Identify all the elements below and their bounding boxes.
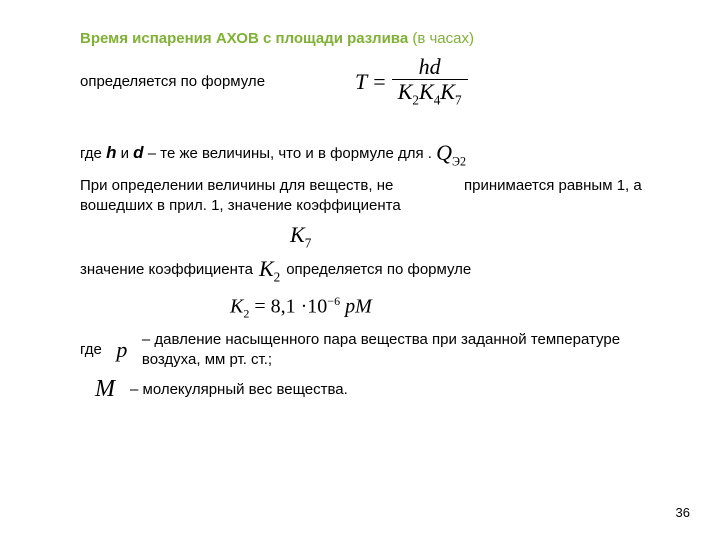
p-post: – давление насыщенного пара вещества при…: [142, 330, 660, 371]
sym-eq: =: [373, 69, 385, 95]
denominator: K2K4K7: [392, 80, 468, 108]
title-tail: (в часах): [408, 30, 474, 47]
page-number: 36: [676, 505, 690, 520]
sym-M: M: [80, 376, 130, 403]
line-p: где p – давление насыщенного пара вещест…: [80, 330, 660, 371]
title-line: Время испарения АХОВ с площади разлива (…: [80, 30, 660, 47]
sym-p: p: [102, 335, 142, 365]
k2-pre: значение коэффициента: [80, 260, 253, 280]
title-bold: Время испарения АХОВ с площади разлива: [80, 30, 408, 47]
formula-K2: K2 = 8,1 ·10−6 pM: [230, 294, 660, 322]
slide-page: Время испарения АХОВ с площади разлива (…: [0, 0, 720, 540]
line-formula-intro: определяется по формуле T = hd K2K4K7: [80, 55, 660, 108]
numerator: hd: [413, 55, 447, 79]
fraction: hd K2K4K7: [392, 55, 468, 108]
var-h: h: [106, 143, 116, 162]
line-M: M – молекулярный вес вещества.: [80, 376, 660, 403]
M-post: – молекулярный вес вещества.: [130, 381, 348, 398]
var-d: d: [133, 143, 143, 162]
line-k2: значение коэффициента K2 определяется по…: [80, 254, 660, 286]
k2-post: определяется по формуле: [286, 260, 471, 280]
formula-T: T = hd K2K4K7: [355, 55, 468, 108]
spacer: [80, 112, 660, 138]
hd-prefix: где: [80, 145, 106, 162]
hd-mid: и: [116, 145, 133, 162]
p-pre: где: [80, 340, 102, 360]
hd-suffix: – те же величины, что и в формуле для .: [144, 145, 432, 162]
line-priopr: При определении величины для веществ, не…: [80, 176, 660, 217]
sym-K7: K7: [290, 222, 660, 251]
line-h-d: где h и d – те же величины, что и в форм…: [80, 138, 660, 170]
priopr-text: При определении величины для веществ, не…: [80, 176, 450, 217]
priopr-tail: принимается равным 1, а: [464, 176, 642, 196]
sym-K2: K2: [259, 254, 280, 286]
text-intro: определяется по формуле: [80, 73, 265, 90]
sym-T: T: [355, 69, 367, 95]
sym-Qe2: QЭ2: [436, 138, 466, 170]
